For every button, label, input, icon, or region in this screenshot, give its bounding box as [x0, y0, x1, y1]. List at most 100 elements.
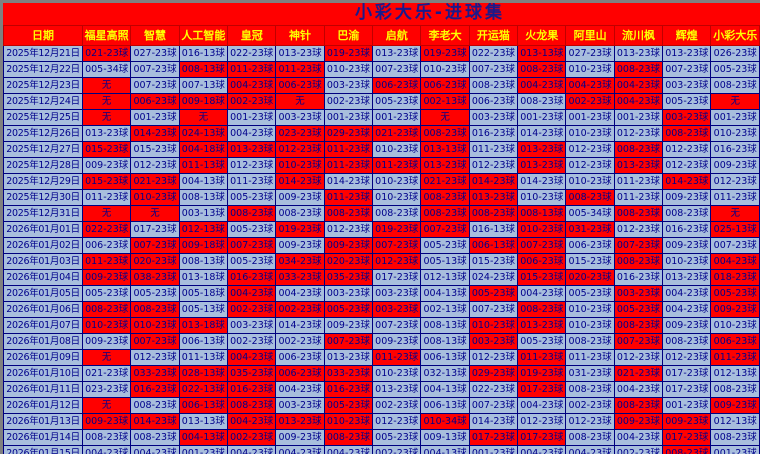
result-cell-12: 007-23球 — [613, 333, 664, 350]
row-date-cell: 2025年12月31日 — [3, 205, 83, 222]
result-cell-14: 007-23球 — [710, 237, 760, 254]
result-cell-9: 012-23球 — [468, 349, 519, 366]
column-header-12[interactable]: 流川枫 — [613, 25, 664, 46]
table-row: 2026年01月08日 009-23球 007-23球 006-13球 002-23球 0… — [3, 333, 760, 350]
result-cell-10: 005-23球 — [517, 333, 567, 350]
result-cell-2: 无 — [130, 205, 180, 222]
result-cell-11: 012-23球 — [565, 157, 615, 174]
result-cell-14: 010-23球 — [710, 125, 760, 142]
result-cell-7: 007-23球 — [372, 61, 422, 78]
column-header-13[interactable]: 辉煌 — [662, 25, 712, 46]
table-row: 2025年12月21日 021-23球 027-23球 016-13球 022-23球 0… — [3, 45, 760, 62]
result-cell-4: 005-23球 — [227, 189, 277, 206]
column-header-7[interactable]: 启航 — [372, 25, 422, 46]
table-row: 2026年01月04日 009-23球 038-23球 013-18球 016-23球 0… — [3, 269, 760, 286]
result-cell-14: 无 — [710, 205, 760, 222]
result-cell-14: 005-23球 — [710, 61, 760, 78]
result-cell-10: 010-23球 — [517, 221, 567, 238]
result-cell-5: 013-23球 — [275, 45, 325, 62]
result-cell-2: 016-23球 — [130, 381, 180, 398]
result-cell-3: 013-18球 — [178, 269, 229, 286]
result-cell-3: 012-13球 — [178, 221, 229, 238]
result-cell-1: 023-23球 — [81, 381, 132, 398]
result-cell-12: 001-23球 — [613, 109, 664, 126]
result-cell-7: 005-23球 — [372, 429, 422, 446]
row-date-cell: 2025年12月26日 — [3, 125, 83, 142]
table-row: 2026年01月09日无 012-23球 011-13球 004-23球 006-23球… — [3, 349, 760, 366]
result-cell-11: 008-23球 — [565, 381, 615, 398]
column-header-4[interactable]: 皇冠 — [227, 25, 277, 46]
table-row: 2026年01月13日 009-23球 014-23球 013-13球 004-23球 0… — [3, 413, 760, 430]
result-cell-6: 016-23球 — [323, 381, 374, 398]
result-cell-1: 021-23球 — [81, 365, 132, 382]
result-cell-8: 002-13球 — [420, 301, 470, 318]
result-cell-6: 011-23球 — [323, 141, 374, 158]
result-cell-2: 004-23球 — [130, 445, 180, 454]
result-cell-14: 012-23球 — [710, 173, 760, 190]
result-cell-2: 008-23球 — [130, 397, 180, 414]
result-cell-2: 008-23球 — [130, 301, 180, 318]
result-cell-7: 021-23球 — [372, 125, 422, 142]
result-cell-4: 004-23球 — [227, 413, 277, 430]
result-cell-3: 016-13球 — [178, 45, 229, 62]
result-cell-1: 005-23球 — [81, 285, 132, 302]
row-date-cell: 2025年12月21日 — [3, 45, 83, 62]
result-cell-7: 007-23球 — [372, 317, 422, 334]
column-header-8[interactable]: 李老大 — [420, 25, 470, 46]
result-cell-14: 012-13球 — [710, 365, 760, 382]
result-cell-1: 无 — [81, 93, 132, 110]
result-cell-6: 029-23球 — [323, 125, 374, 142]
result-cell-7: 007-23球 — [372, 237, 422, 254]
column-header-2[interactable]: 智慧 — [130, 25, 180, 46]
result-cell-7: 010-23球 — [372, 141, 422, 158]
result-cell-4: 002-23球 — [227, 301, 277, 318]
result-cell-14: 008-23球 — [710, 429, 760, 446]
table-row: 2025年12月30日 011-23球 010-23球 008-13球 005-23球 0… — [3, 189, 760, 206]
result-cell-11: 011-23球 — [565, 349, 615, 366]
column-header-9[interactable]: 开运猫 — [468, 25, 519, 46]
column-header-6[interactable]: 巴渝 — [323, 25, 374, 46]
result-cell-10: 017-23球 — [517, 381, 567, 398]
result-cell-11: 008-23球 — [565, 189, 615, 206]
column-header-5[interactable]: 神针 — [275, 25, 325, 46]
column-header-10[interactable]: 火龙果 — [517, 25, 567, 46]
result-cell-13: 003-23球 — [662, 77, 712, 94]
column-header-date[interactable]: 日期 — [3, 25, 83, 46]
result-cell-5: 002-23球 — [275, 301, 325, 318]
result-cell-12: 012-23球 — [613, 221, 664, 238]
column-header-1[interactable]: 福星高照 — [81, 25, 132, 46]
result-cell-5: 009-23球 — [275, 189, 325, 206]
result-cell-2: 008-23球 — [130, 429, 180, 446]
column-header-3[interactable]: 人工智能 — [178, 25, 229, 46]
result-cell-14: 008-23球 — [710, 77, 760, 94]
result-cell-6: 019-23球 — [323, 45, 374, 62]
result-cell-7: 003-23球 — [372, 285, 422, 302]
result-cell-3: 013-18球 — [178, 317, 229, 334]
result-cell-1: 008-23球 — [81, 429, 132, 446]
result-cell-8: 012-13球 — [420, 269, 470, 286]
result-cell-5: 033-23球 — [275, 269, 325, 286]
result-cell-9: 007-23球 — [468, 301, 519, 318]
result-cell-4: 022-23球 — [227, 45, 277, 62]
result-cell-10: 010-23球 — [517, 189, 567, 206]
result-cell-11: 008-23球 — [565, 333, 615, 350]
result-cell-1: 010-23球 — [81, 317, 132, 334]
result-cell-11: 027-23球 — [565, 45, 615, 62]
table-row: 2026年01月11日 023-23球 016-23球 022-13球 016-23球 0… — [3, 381, 760, 398]
column-header-14[interactable]: 小彩大乐 — [710, 25, 760, 46]
result-cell-8: 008-23球 — [420, 189, 470, 206]
result-cell-5: 009-23球 — [275, 429, 325, 446]
goal-stats-table: 日期 福星高照 智慧 人工智能 皇冠 神针 巴渝 启航 李老大 开运猫 火龙果 阿里山 流川枫 辉煌 小彩大… — [3, 25, 760, 454]
result-cell-7: 013-23球 — [372, 381, 422, 398]
result-cell-10: 019-23球 — [517, 365, 567, 382]
result-cell-5: 004-23球 — [275, 381, 325, 398]
result-cell-3: 无 — [178, 109, 229, 126]
result-cell-11: 012-23球 — [565, 413, 615, 430]
result-cell-9: 024-23球 — [468, 269, 519, 286]
row-date-cell: 2026年01月08日 — [3, 333, 83, 350]
result-cell-13: 009-23球 — [662, 237, 712, 254]
result-cell-3: 004-13球 — [178, 429, 229, 446]
column-header-11[interactable]: 阿里山 — [565, 25, 615, 46]
table-row: 2026年01月05日 005-23球 005-23球 005-18球 004-23球 0… — [3, 285, 760, 302]
